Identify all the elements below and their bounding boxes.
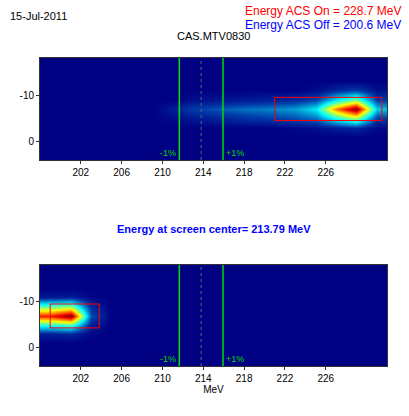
svg-text:214: 214 — [195, 373, 212, 384]
svg-text:0: 0 — [28, 342, 34, 353]
svg-text:MeV: MeV — [203, 384, 224, 395]
svg-text:-10: -10 — [20, 296, 35, 307]
svg-text:202: 202 — [72, 373, 89, 384]
svg-text:Energy ACS On = 228.7 MeV: Energy ACS On = 228.7 MeV — [245, 4, 401, 18]
svg-text:214: 214 — [195, 167, 212, 178]
svg-text:0: 0 — [28, 136, 34, 147]
svg-text:206: 206 — [113, 373, 130, 384]
svg-text:CAS.MTV0830: CAS.MTV0830 — [177, 30, 250, 42]
svg-text:226: 226 — [317, 167, 334, 178]
svg-text:-1%: -1% — [160, 148, 176, 158]
svg-text:202: 202 — [72, 167, 89, 178]
svg-text:Energy at screen center= 213.7: Energy at screen center= 213.79 MeV — [117, 223, 311, 235]
svg-text:222: 222 — [277, 167, 294, 178]
svg-text:218: 218 — [236, 167, 253, 178]
svg-text:-1%: -1% — [160, 354, 176, 364]
svg-text:210: 210 — [154, 167, 171, 178]
svg-text:15-Jul-2011: 15-Jul-2011 — [10, 10, 67, 22]
svg-text:+1%: +1% — [226, 148, 244, 158]
svg-text:218: 218 — [236, 373, 253, 384]
svg-text:222: 222 — [277, 373, 294, 384]
svg-text:206: 206 — [113, 167, 130, 178]
svg-text:226: 226 — [317, 373, 334, 384]
svg-text:-10: -10 — [20, 90, 35, 101]
svg-text:+1%: +1% — [226, 354, 244, 364]
svg-text:210: 210 — [154, 373, 171, 384]
svg-text:Energy ACS Off = 200.6 MeV: Energy ACS Off = 200.6 MeV — [245, 18, 401, 32]
